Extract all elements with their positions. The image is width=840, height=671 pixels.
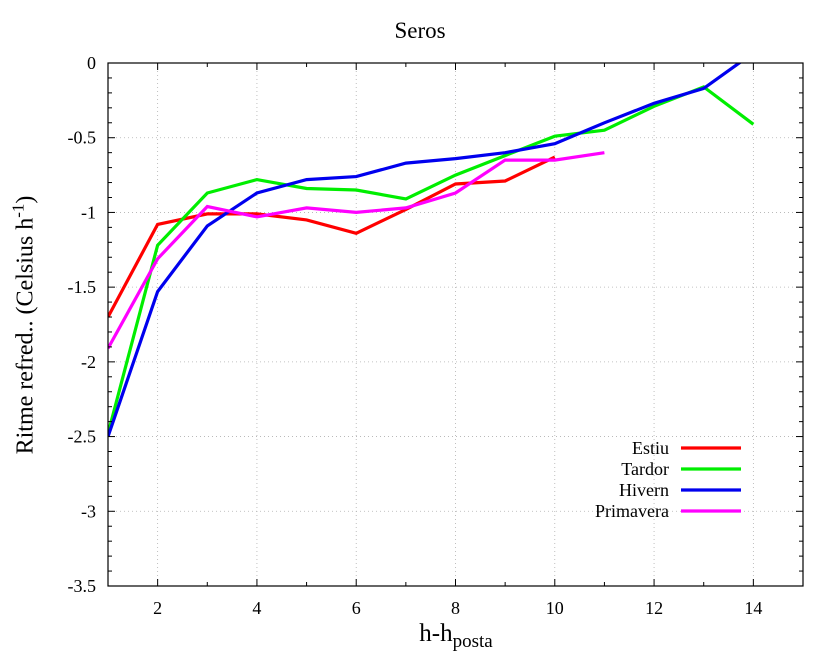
- y-axis-label-main: Ritme refred.. (Celsius h: [12, 217, 39, 455]
- x-axis-label: h-hposta: [0, 620, 840, 653]
- x-axis-label-main: h-h: [419, 620, 453, 647]
- chart-title: Seros: [394, 18, 446, 43]
- legend-label-primavera: Primavera: [595, 501, 669, 521]
- x-tick-label: 6: [352, 598, 361, 618]
- series-line-tardor: [108, 85, 755, 435]
- y-axis-label-close: ): [12, 195, 39, 204]
- series-group: [108, 63, 755, 438]
- legend-label-estiu: Estiu: [632, 438, 669, 458]
- grid: [108, 63, 803, 586]
- series-line-hivern: [108, 63, 742, 438]
- x-tick-label: 12: [645, 598, 663, 618]
- y-axis-label: Ritme refred.. (Celsius h-1): [9, 196, 40, 455]
- x-tick-label: 4: [252, 598, 261, 618]
- series-line-estiu: [108, 155, 556, 318]
- x-tick-label: 2: [153, 598, 162, 618]
- y-tick-label: -0.5: [68, 128, 97, 148]
- axis-ticks: 2 4 6 8 10 12 14 0 -0.5 -1 -1.5 -2 -2.5 -3 -3.5: [68, 53, 804, 618]
- y-tick-label: -2: [81, 352, 96, 372]
- y-tick-label: -1: [81, 202, 96, 222]
- x-tick-label: 8: [451, 598, 460, 618]
- legend-label-hivern: Hivern: [619, 480, 669, 500]
- series-line-primavera: [108, 151, 605, 350]
- x-tick-label: 14: [744, 598, 762, 618]
- y-tick-label: -1.5: [68, 277, 97, 297]
- legend-label-tardor: Tardor: [621, 459, 669, 479]
- y-tick-label: -3: [81, 501, 96, 521]
- x-axis-label-subscript: posta: [452, 631, 493, 652]
- x-tick-label: 10: [546, 598, 564, 618]
- y-tick-label: -2.5: [68, 427, 97, 447]
- y-tick-label: -3.5: [68, 576, 97, 596]
- y-tick-label: 0: [87, 53, 96, 73]
- y-axis-label-superscript: -1: [8, 203, 28, 218]
